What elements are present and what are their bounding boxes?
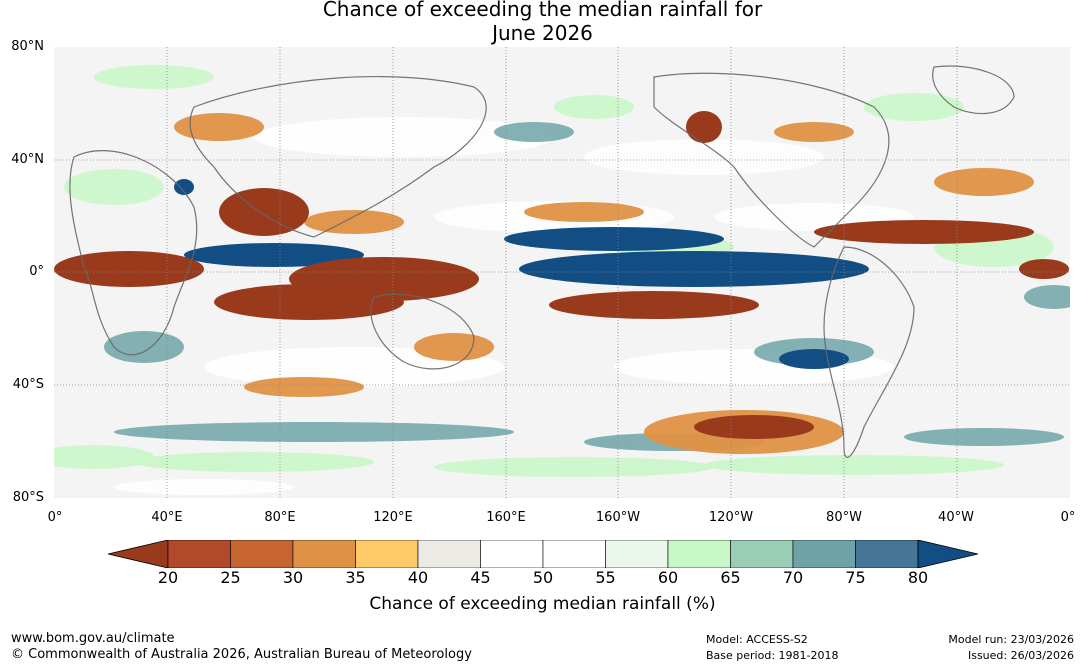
brown-bands [54,111,1069,439]
colorbar-segment [605,540,669,568]
lon-label-40w: 40°W [938,510,974,525]
colorbar-extend-low [108,540,169,568]
map-canvas [54,47,1070,498]
colorbar-tick-label: 75 [845,568,866,587]
lon-label-80e: 80°E [264,510,296,525]
colorbar-tick-label: 60 [657,568,679,587]
colorbar-tick-label: 55 [595,568,616,587]
dark-blue-bands [174,179,869,369]
colorbar-segment [730,540,794,568]
colorbar-segment [417,540,481,568]
colorbar-tick-label: 45 [470,568,491,587]
coastlines [69,65,1015,458]
colorbar-tick-label: 70 [782,568,804,587]
colorbar-label: Chance of exceeding median rainfall (%) [369,594,716,614]
footer-url[interactable]: www.bom.gov.au/climate [11,631,175,646]
colorbar-tick-label: 35 [345,568,366,587]
colorbar-tick-label: 20 [157,568,179,587]
colorbar-segment [542,540,606,568]
lon-label-80w: 80°W [826,510,862,525]
lat-label-0: 0° [29,264,44,279]
colorbar-segment [792,540,856,568]
colorbar-tick-label: 80 [907,568,929,587]
lon-label-160w: 160°W [595,510,641,525]
colorbar-segment [167,540,231,568]
chart-title: Chance of exceeding the median rainfall … [0,0,1085,45]
lat-label-40n: 40°N [11,152,44,167]
colorbar-segment [355,540,419,568]
colorbar-tick-label: 65 [720,568,741,587]
colorbar-tick-label: 25 [220,568,241,587]
rainfall-map [54,47,1070,498]
lon-label-160e: 160°E [486,510,526,525]
lon-label-120w: 120°W [708,510,754,525]
colorbar [108,540,978,568]
colorbar-segment [480,540,544,568]
title-line-1: Chance of exceeding the median rainfall … [322,0,763,21]
footer-model: Model: ACCESS-S2 [706,633,808,646]
lon-label-120e: 120°E [373,510,413,525]
lon-label-0-right: 0° [1060,510,1076,525]
footer-copyright: © Commonwealth of Australia 2026, Austra… [11,647,472,662]
lon-label-0-left: 0° [47,510,63,525]
footer-base-period: Base period: 1981-2018 [706,649,839,662]
lat-label-80s: 80°S [12,490,44,505]
colorbar-segment [230,540,294,568]
lat-label-80n: 80°N [11,39,44,54]
colorbar-segment [292,540,356,568]
colorbar-tick-label: 30 [282,568,304,587]
lon-label-40e: 40°E [151,510,183,525]
footer-model-run: Model run: 23/03/2026 [948,633,1074,646]
footer-issued: Issued: 26/03/2026 [967,649,1074,662]
title-line-2: June 2026 [492,21,593,45]
lat-label-40s: 40°S [12,377,44,392]
colorbar-segment [667,540,731,568]
gridlines [54,47,1070,498]
colorbar-tick-label: 50 [532,568,554,587]
colorbar-segment [855,540,919,568]
teal-bands [104,122,1070,451]
colorbar-extend-high [917,540,978,568]
colorbar-tick-label: 40 [407,568,429,587]
